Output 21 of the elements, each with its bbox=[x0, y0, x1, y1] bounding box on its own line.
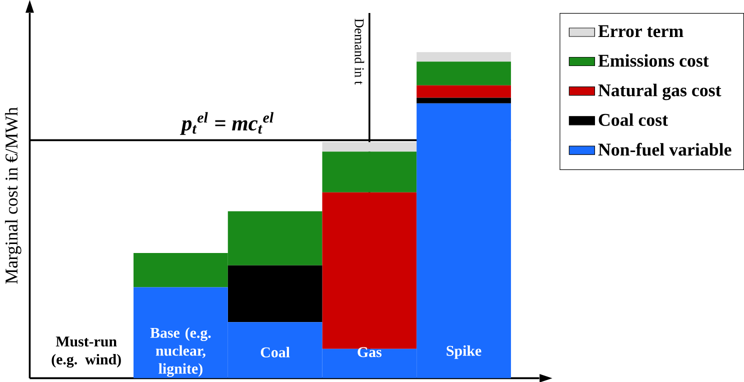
legend-label: Coal cost bbox=[598, 113, 668, 126]
bar bbox=[322, 192, 417, 349]
bar bbox=[416, 52, 511, 62]
y-axis-title: Marginal cost in €/MWh bbox=[4, 107, 22, 284]
x-tick-label: Spike bbox=[446, 345, 482, 359]
x-tick-label: Must-run (e.g. wind) bbox=[52, 336, 121, 368]
bar bbox=[416, 98, 511, 104]
x-tick-label: Gas bbox=[358, 346, 382, 357]
bar bbox=[322, 151, 417, 192]
ref-line-label: Demand in t bbox=[354, 18, 364, 84]
bar bbox=[322, 142, 417, 152]
x-tick-label: Base (e.g. nuclear, lignite) bbox=[150, 327, 211, 377]
bar bbox=[228, 265, 322, 322]
legend-label: Emissions cost bbox=[598, 54, 709, 67]
legend-label: Error term bbox=[598, 25, 684, 37]
bar bbox=[416, 61, 511, 86]
x-tick-label: Coal bbox=[260, 346, 290, 358]
bar bbox=[416, 85, 511, 98]
legend-label: Natural gas cost bbox=[598, 84, 722, 100]
ref-line-label: p$_{t}$$^{el}$ = mc$_{t}$el bbox=[180, 112, 274, 135]
legend-label: Non-fuel variable bbox=[598, 142, 732, 156]
